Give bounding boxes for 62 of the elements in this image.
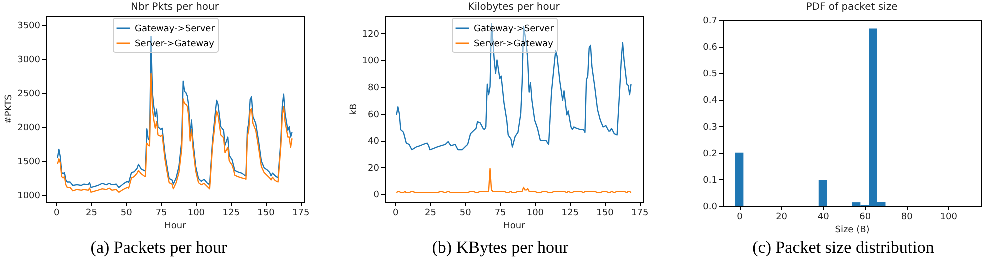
- x-tick-label: 175: [632, 208, 649, 218]
- y-tick-label: 1000: [18, 192, 41, 202]
- y-tick-label: 2500: [18, 89, 41, 100]
- x-tick-label: 175: [292, 208, 310, 218]
- y-tick-label: 0.6: [703, 43, 718, 54]
- legend-label: Gateway->Server: [474, 24, 554, 34]
- y-tick-label: 60: [368, 110, 380, 120]
- legend-label: Server->Gateway: [474, 40, 554, 50]
- x-tick-label: 80: [901, 212, 914, 222]
- x-tick-label: 150: [596, 208, 614, 218]
- x-axis-title: Hour: [504, 222, 526, 232]
- chart-title: PDF of packet size: [806, 2, 898, 13]
- line-series: [396, 168, 632, 194]
- x-tick-label: 0: [737, 212, 744, 222]
- y-tick-label: 100: [362, 56, 380, 67]
- y-tick-label: 0: [374, 190, 380, 201]
- x-tick-label: 40: [818, 212, 830, 222]
- x-tick-label: 50: [120, 208, 133, 218]
- x-tick-label: 25: [425, 208, 436, 218]
- x-tick-label: 0: [54, 208, 60, 218]
- y-axis-title: kB: [349, 104, 360, 116]
- y-tick-label: 80: [368, 84, 380, 94]
- x-axis-title: Hour: [164, 222, 187, 232]
- chart-title: Kilobytes per hour: [468, 2, 561, 13]
- y-tick-label: 0.3: [703, 122, 718, 133]
- y-tick-label: 120: [362, 30, 380, 40]
- text: (a) Packets per hour: [90, 238, 228, 258]
- y-tick-label: 20: [368, 164, 380, 174]
- y-axis-title: #PKTS: [4, 94, 15, 124]
- y-tick-label: 0.0: [703, 202, 718, 212]
- legend-label: Gateway->Server: [135, 24, 216, 34]
- x-tick-label: 100: [940, 212, 958, 222]
- text: (b) KBytes per hour: [431, 238, 570, 258]
- x-tick-label: 20: [776, 212, 788, 222]
- y-tick-label: 0.2: [703, 149, 718, 160]
- y-tick-label: 3500: [18, 21, 41, 32]
- y-tick-label: 0.5: [703, 70, 718, 80]
- y-tick-label: 0.4: [703, 96, 718, 106]
- line-series: [57, 36, 293, 188]
- y-tick-label: 3000: [18, 55, 41, 66]
- line-series: [396, 23, 632, 151]
- y-tick-label: 2000: [18, 124, 41, 134]
- text: (c) Packet size distribution: [752, 238, 936, 258]
- x-tick-label: 125: [222, 208, 240, 218]
- y-tick-label: 1500: [18, 158, 41, 168]
- x-tick-label: 100: [188, 208, 206, 218]
- x-tick-label: 125: [562, 208, 579, 218]
- x-tick-label: 50: [460, 208, 472, 218]
- x-tick-label: 0: [392, 208, 399, 218]
- x-tick-label: 75: [156, 208, 168, 218]
- x-tick-label: 75: [494, 208, 506, 218]
- x-tick-label: 60: [860, 212, 872, 222]
- x-axis-title: Size (B): [835, 226, 870, 236]
- legend-label: Server->Gateway: [135, 40, 216, 50]
- y-tick-label: 0.1: [703, 176, 718, 186]
- line-series: [57, 73, 293, 194]
- y-tick-label: 0.7: [703, 16, 718, 26]
- y-tick-label: 40: [368, 137, 380, 148]
- x-tick-label: 100: [526, 208, 544, 218]
- x-tick-label: 150: [258, 208, 276, 218]
- chart-title: Nbr Pkts per hour: [131, 2, 220, 13]
- x-tick-label: 25: [86, 208, 98, 218]
